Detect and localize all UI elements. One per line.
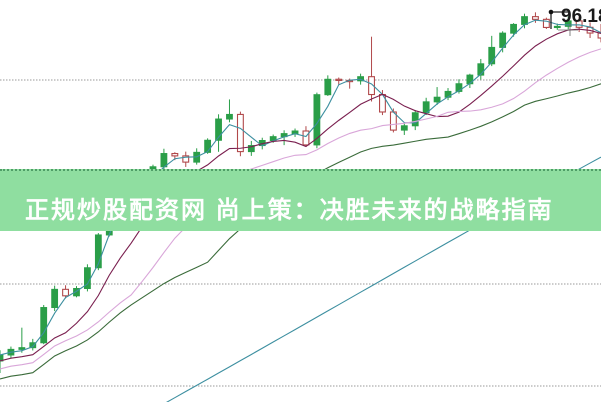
svg-text:96.18: 96.18 bbox=[561, 6, 601, 27]
